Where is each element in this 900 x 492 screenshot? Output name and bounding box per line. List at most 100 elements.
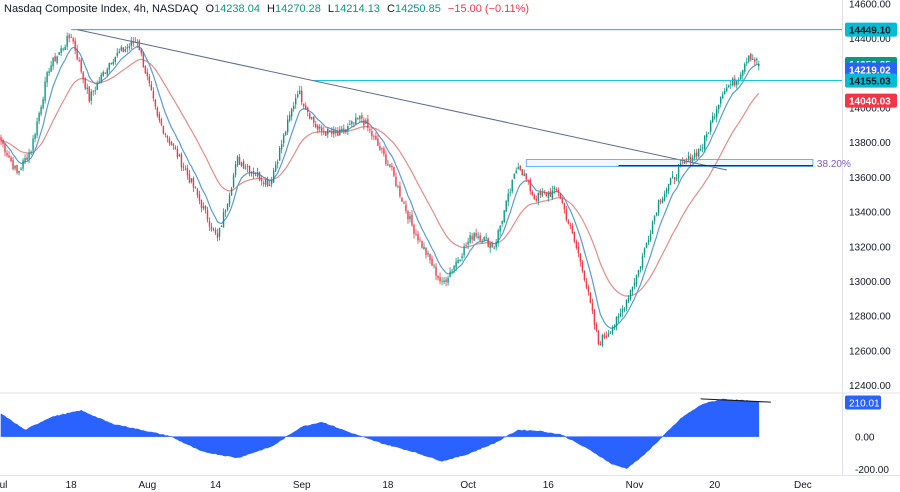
candle bbox=[64, 44, 66, 51]
candle bbox=[647, 235, 650, 246]
candle-body bbox=[321, 127, 323, 131]
candle bbox=[355, 113, 357, 125]
candle-body bbox=[583, 270, 586, 281]
candle-body bbox=[605, 336, 608, 337]
candle bbox=[519, 165, 521, 171]
candle-body bbox=[561, 199, 564, 203]
candle-body bbox=[188, 174, 191, 183]
candle bbox=[577, 241, 580, 258]
candle-body bbox=[254, 174, 257, 176]
time-tick-label: Jul bbox=[0, 480, 7, 491]
candle bbox=[172, 143, 175, 150]
candle bbox=[58, 52, 60, 55]
candle-body bbox=[730, 83, 732, 85]
candle bbox=[497, 228, 499, 247]
candle bbox=[256, 167, 259, 178]
candle-body bbox=[256, 171, 259, 177]
candle-body bbox=[238, 157, 241, 165]
candle-body bbox=[740, 74, 742, 80]
candle bbox=[651, 220, 654, 234]
candle-body bbox=[623, 308, 626, 310]
candle bbox=[290, 107, 293, 121]
candle bbox=[68, 33, 70, 43]
candle-body bbox=[435, 266, 437, 276]
candle-body bbox=[585, 281, 588, 288]
candle bbox=[671, 171, 674, 179]
candle bbox=[746, 57, 748, 67]
candle-body bbox=[716, 109, 718, 118]
candle bbox=[625, 299, 628, 312]
candle bbox=[264, 178, 267, 188]
candle bbox=[100, 72, 102, 84]
chart-drawings: 38.20% bbox=[71, 29, 851, 171]
candle-body bbox=[553, 187, 556, 190]
candle-body bbox=[290, 108, 293, 117]
candle bbox=[295, 94, 297, 109]
candle-body bbox=[270, 180, 273, 185]
candle bbox=[718, 104, 720, 114]
candle-body bbox=[301, 90, 303, 103]
candle bbox=[315, 120, 317, 129]
candle-body bbox=[439, 277, 441, 282]
candle-body bbox=[523, 173, 525, 177]
candle-body bbox=[14, 165, 16, 169]
candle bbox=[535, 195, 537, 203]
candle bbox=[280, 139, 283, 154]
candle-body bbox=[50, 65, 52, 72]
candle bbox=[102, 70, 104, 77]
candle-body bbox=[663, 193, 666, 201]
candle bbox=[274, 161, 277, 173]
time-tick-label: 14 bbox=[210, 480, 222, 491]
candle-body bbox=[345, 129, 347, 133]
candle bbox=[34, 132, 36, 143]
candle bbox=[701, 143, 704, 153]
candle-body bbox=[501, 221, 503, 225]
candle-body bbox=[184, 168, 187, 170]
candle bbox=[168, 136, 171, 147]
candle bbox=[657, 199, 660, 216]
candle-body bbox=[347, 126, 349, 132]
candle-body bbox=[297, 94, 299, 98]
candle-body bbox=[234, 164, 237, 176]
candle-body bbox=[311, 117, 313, 119]
candle-body bbox=[627, 298, 630, 302]
candle-body bbox=[577, 246, 580, 254]
candle-body bbox=[665, 189, 668, 193]
candle bbox=[108, 62, 110, 73]
candle-body bbox=[525, 173, 527, 180]
candle-body bbox=[192, 178, 195, 188]
candle bbox=[687, 151, 690, 163]
candle bbox=[14, 165, 16, 171]
candle-body bbox=[459, 259, 461, 261]
price-tick-label: 12800.00 bbox=[849, 312, 891, 323]
candle-body bbox=[746, 61, 748, 64]
candle-body bbox=[681, 161, 684, 163]
candle bbox=[621, 305, 624, 317]
candle-body bbox=[645, 242, 648, 248]
candle bbox=[509, 188, 511, 197]
candle bbox=[36, 117, 38, 139]
candle bbox=[705, 131, 708, 142]
candle bbox=[351, 120, 353, 127]
candle-body bbox=[210, 226, 213, 230]
candle bbox=[649, 229, 652, 242]
candle-body bbox=[647, 239, 650, 243]
candle bbox=[311, 117, 313, 121]
candle-body bbox=[423, 246, 425, 250]
candle-body bbox=[720, 97, 722, 104]
candle-body bbox=[164, 133, 167, 135]
candle bbox=[50, 61, 52, 73]
candle-body bbox=[579, 253, 582, 262]
candle bbox=[317, 123, 319, 134]
candle-body bbox=[533, 194, 535, 200]
candle-body bbox=[118, 51, 120, 53]
price-tick-label: 13200.00 bbox=[849, 242, 891, 253]
candle-body bbox=[373, 135, 375, 137]
candle bbox=[82, 71, 84, 84]
candle-body bbox=[140, 49, 143, 54]
candle-body bbox=[8, 155, 10, 158]
candle-body bbox=[399, 186, 401, 197]
candle bbox=[645, 242, 648, 249]
candle-body bbox=[68, 34, 70, 39]
